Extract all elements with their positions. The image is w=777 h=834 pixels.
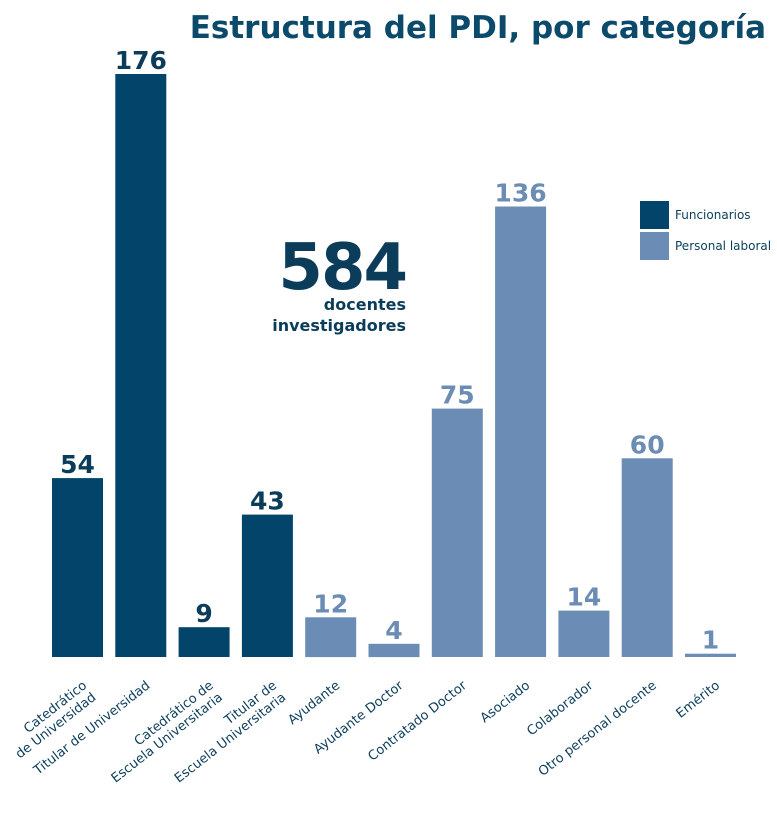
- category-label-10: Emérito: [674, 678, 723, 721]
- bar-7: [495, 206, 547, 657]
- total-number: 584: [278, 231, 406, 305]
- legend: Funcionarios Personal laboral: [640, 201, 771, 260]
- value-label-2: 9: [195, 599, 212, 628]
- legend-label-funcionarios: Funcionarios: [675, 208, 751, 222]
- chart-title: Estructura del PDI, por categoría: [190, 10, 766, 46]
- legend-swatch-personal-laboral: [640, 232, 669, 260]
- bar-5: [368, 643, 420, 658]
- legend-swatch-funcionarios: [640, 201, 669, 229]
- category-label-2: Catedrático deEscuela Universitaria: [99, 678, 225, 786]
- total-label-line1: docentes: [324, 295, 406, 314]
- bar-4: [305, 617, 357, 658]
- bar-10: [685, 653, 736, 657]
- bar-3: [241, 514, 293, 657]
- category-label-9: Otro personal docente: [536, 678, 660, 779]
- legend-label-personal-laboral: Personal laboral: [675, 239, 771, 253]
- bar-6: [431, 408, 483, 657]
- value-label-7: 136: [495, 179, 547, 208]
- category-label-7: Asociado: [478, 678, 533, 726]
- value-label-5: 4: [385, 616, 402, 645]
- value-label-6: 75: [440, 381, 475, 410]
- bar-1: [115, 74, 167, 657]
- value-label-1: 176: [115, 46, 167, 75]
- value-label-4: 12: [313, 589, 348, 618]
- bar-2: [178, 627, 230, 657]
- bar-8: [558, 610, 610, 657]
- value-label-3: 43: [250, 487, 285, 516]
- total-label-line2: investigadores: [272, 316, 406, 335]
- value-label-0: 54: [60, 450, 95, 479]
- value-label-8: 14: [567, 583, 602, 612]
- value-labels: 54 176 9 43 12 4 75 136 14 60 1: [60, 46, 719, 655]
- bar-9: [621, 458, 673, 657]
- bars: [52, 74, 736, 658]
- value-label-10: 1: [702, 626, 719, 655]
- bar-0: [52, 478, 103, 657]
- category-label-4: Ayudante: [285, 678, 343, 728]
- total-callout: 584 docentes investigadores: [272, 231, 408, 335]
- value-label-9: 60: [630, 430, 665, 459]
